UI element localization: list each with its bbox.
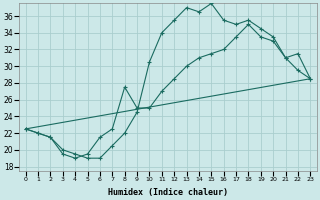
X-axis label: Humidex (Indice chaleur): Humidex (Indice chaleur) (108, 188, 228, 197)
